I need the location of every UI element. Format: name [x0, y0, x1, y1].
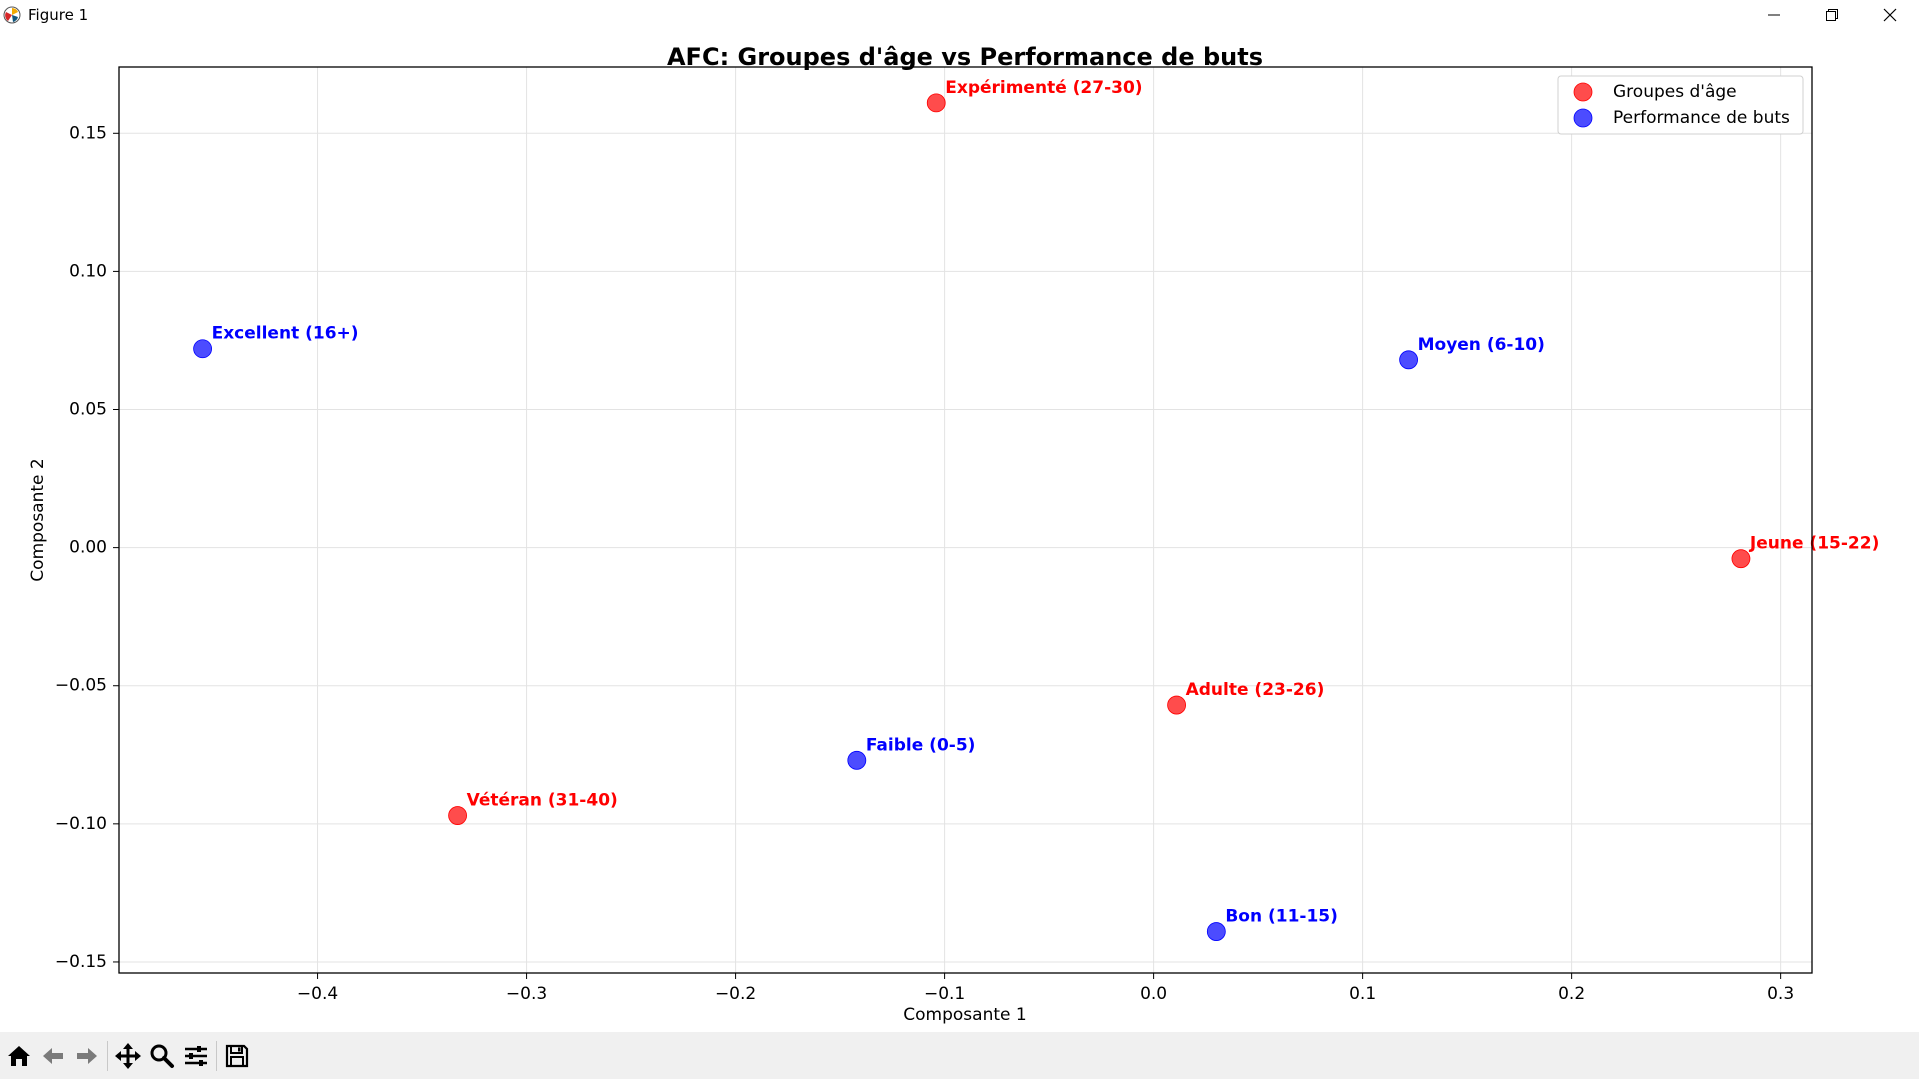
legend: Groupes d'âge Performance de buts — [1557, 75, 1804, 135]
data-points: Expérimenté (27-30) Jeune (15-22) Adulte (… — [193, 78, 1879, 941]
navigation-toolbar — [0, 1032, 1919, 1079]
point-label: Expérimenté (27-30) — [945, 78, 1142, 98]
y-tick-label: 0.10 — [69, 261, 107, 281]
window-titlebar: Figure 1 — [0, 0, 1919, 30]
back-button[interactable] — [36, 1038, 70, 1074]
save-icon — [225, 1044, 249, 1067]
y-tick-label: 0.00 — [69, 538, 107, 558]
configure-subplots-icon — [185, 1045, 207, 1066]
close-icon — [1883, 8, 1897, 21]
y-tick-label: −0.05 — [55, 676, 107, 696]
x-tick-label: 0.1 — [1349, 984, 1376, 1004]
data-point — [193, 339, 213, 359]
point-label: Bon (11-15) — [1225, 907, 1338, 927]
zoom-button[interactable] — [145, 1038, 179, 1074]
minimize-button[interactable] — [1745, 0, 1803, 29]
home-icon — [8, 1045, 30, 1066]
figure-canvas: AFC: Groupes d'âge vs Performance de but… — [0, 29, 1919, 1032]
x-tick-label: −0.2 — [715, 984, 756, 1004]
point-label: Moyen (6-10) — [1418, 335, 1545, 355]
data-point — [1167, 695, 1187, 715]
home-button[interactable] — [2, 1038, 36, 1074]
x-tick-label: 0.3 — [1767, 984, 1794, 1004]
restore-icon — [1826, 8, 1838, 21]
data-point — [926, 93, 946, 113]
configure-subplots-button[interactable] — [179, 1038, 213, 1074]
legend-box — [1557, 75, 1804, 135]
matplotlib-app-icon — [3, 6, 21, 23]
maximize-button[interactable] — [1803, 0, 1861, 29]
y-axis-label: Composante 2 — [28, 458, 48, 581]
data-point — [1399, 350, 1419, 370]
y-tick-label: 0.05 — [69, 400, 107, 420]
x-axis-ticks: −0.4 −0.3 −0.2 −0.1 0.0 0.1 0.2 0.3 — [297, 973, 1794, 1004]
legend-label-performance: Performance de buts — [1613, 108, 1790, 128]
close-button[interactable] — [1861, 0, 1919, 29]
data-point — [1206, 922, 1226, 941]
toolbar-separator — [107, 1040, 108, 1071]
zoom-icon — [150, 1044, 174, 1068]
toolbar-separator — [216, 1040, 217, 1071]
x-axis-label: Composante 1 — [903, 1005, 1026, 1025]
plot-area-frame — [118, 66, 1813, 974]
chart-title: AFC: Groupes d'âge vs Performance de but… — [667, 43, 1263, 71]
pan-button[interactable] — [111, 1038, 145, 1074]
forward-arrow-icon — [77, 1047, 97, 1064]
point-label: Faible (0-5) — [866, 735, 976, 755]
back-arrow-icon — [43, 1047, 63, 1064]
data-point — [448, 806, 468, 825]
x-tick-label: 0.0 — [1140, 984, 1167, 1004]
scatter-chart: AFC: Groupes d'âge vs Performance de but… — [28, 43, 1879, 1025]
data-point — [1731, 549, 1751, 569]
minimize-icon — [1768, 14, 1780, 15]
x-tick-label: 0.2 — [1558, 984, 1585, 1004]
legend-marker-groupes — [1573, 82, 1593, 102]
x-tick-label: −0.4 — [297, 984, 338, 1004]
x-tick-label: −0.3 — [506, 984, 547, 1004]
y-tick-label: 0.15 — [69, 123, 107, 143]
data-point — [847, 750, 867, 770]
window-controls — [1745, 0, 1919, 29]
x-tick-label: −0.1 — [924, 984, 965, 1004]
y-axis-ticks: −0.15 −0.10 −0.05 0.00 0.05 0.10 0.15 — [55, 123, 119, 972]
point-label: Adulte (23-26) — [1186, 680, 1325, 700]
legend-marker-performance — [1573, 108, 1593, 128]
point-label: Excellent (16+) — [212, 324, 359, 344]
window-title: Figure 1 — [28, 5, 89, 24]
y-tick-label: −0.15 — [55, 952, 107, 972]
forward-button[interactable] — [70, 1038, 104, 1074]
y-tick-label: −0.10 — [55, 814, 107, 834]
point-label: Jeune (15-22) — [1749, 534, 1879, 554]
grid-lines — [119, 67, 1812, 973]
point-label: Vétéran (31-40) — [467, 791, 618, 811]
pan-icon — [115, 1042, 141, 1069]
legend-label-groupes: Groupes d'âge — [1613, 82, 1737, 102]
save-button[interactable] — [220, 1038, 254, 1074]
